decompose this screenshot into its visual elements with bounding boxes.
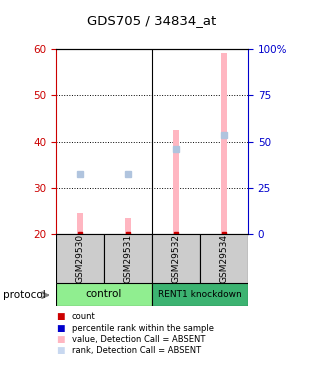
- Text: value, Detection Call = ABSENT: value, Detection Call = ABSENT: [72, 335, 205, 344]
- Bar: [56, 234, 104, 283]
- Bar: [104, 234, 152, 283]
- Bar: [152, 283, 248, 306]
- Text: ■: ■: [56, 312, 65, 321]
- Text: count: count: [72, 312, 96, 321]
- Bar: [221, 53, 227, 234]
- Text: control: control: [86, 290, 122, 299]
- Text: GSM29532: GSM29532: [172, 234, 180, 283]
- Bar: [125, 218, 131, 234]
- Text: ■: ■: [56, 324, 65, 333]
- Text: ■: ■: [56, 335, 65, 344]
- Text: GSM29531: GSM29531: [124, 234, 132, 284]
- Text: protocol: protocol: [3, 290, 46, 300]
- Text: rank, Detection Call = ABSENT: rank, Detection Call = ABSENT: [72, 346, 201, 355]
- Bar: [173, 130, 179, 234]
- Text: percentile rank within the sample: percentile rank within the sample: [72, 324, 214, 333]
- Text: ■: ■: [56, 346, 65, 355]
- Bar: [56, 283, 152, 306]
- Text: GSM29534: GSM29534: [220, 234, 228, 283]
- Text: RENT1 knockdown: RENT1 knockdown: [158, 290, 242, 299]
- Bar: [152, 234, 200, 283]
- Text: GDS705 / 34834_at: GDS705 / 34834_at: [87, 14, 217, 27]
- Bar: [77, 213, 83, 234]
- Bar: [200, 234, 248, 283]
- Text: GSM29530: GSM29530: [76, 234, 84, 284]
